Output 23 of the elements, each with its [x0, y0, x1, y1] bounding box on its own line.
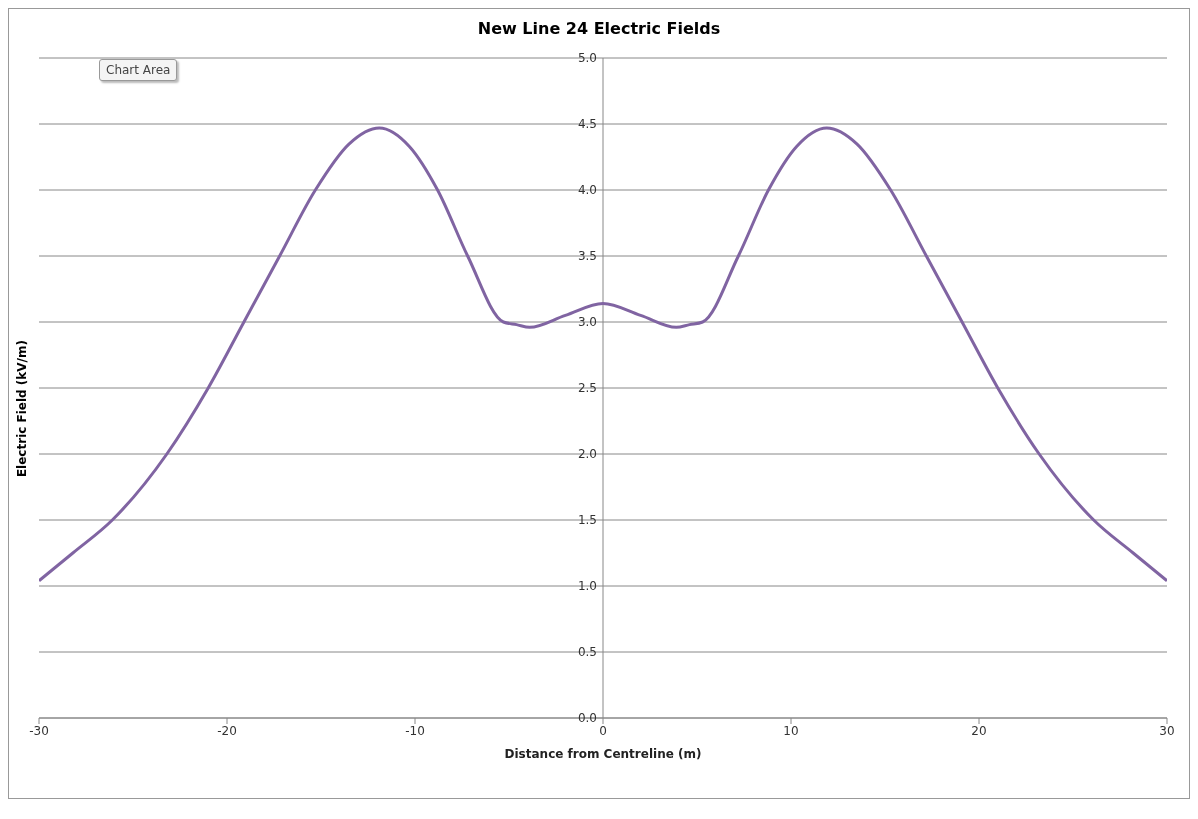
x-tick-label: 10	[783, 723, 799, 738]
y-tick-label: 3.5	[577, 249, 597, 263]
y-tick-label: 4.0	[577, 183, 597, 197]
line-series	[39, 126, 1167, 583]
y-tick-label: 1.5	[577, 513, 597, 527]
x-tick-label: 30	[1159, 723, 1175, 738]
x-tick-label: 20	[971, 723, 987, 738]
x-tick-label: 0	[599, 723, 607, 738]
annotation: Chart Area	[99, 59, 178, 81]
x-tick-label: -10	[405, 723, 425, 738]
y-tick-label: 2.0	[577, 447, 597, 461]
y-tick-label: 1.0	[577, 579, 597, 593]
y-tick-label: 5.0	[577, 51, 597, 65]
chart-title: New Line 24 Electric Fields	[476, 18, 722, 38]
x-tick-label: -20	[217, 723, 237, 738]
y-tick-label: 0.0	[577, 711, 597, 725]
y-axis-title: Electric Field (kV/m)	[15, 340, 29, 478]
y-tick-label: 2.5	[577, 381, 597, 395]
x-axis-title: Distance from Centreline (m)	[504, 747, 702, 761]
y-tick-label: 3.0	[577, 315, 597, 329]
y-tick-label: 4.5	[577, 117, 597, 131]
y-tick-label: 0.5	[577, 645, 597, 659]
x-tick-label: -30	[29, 723, 49, 738]
